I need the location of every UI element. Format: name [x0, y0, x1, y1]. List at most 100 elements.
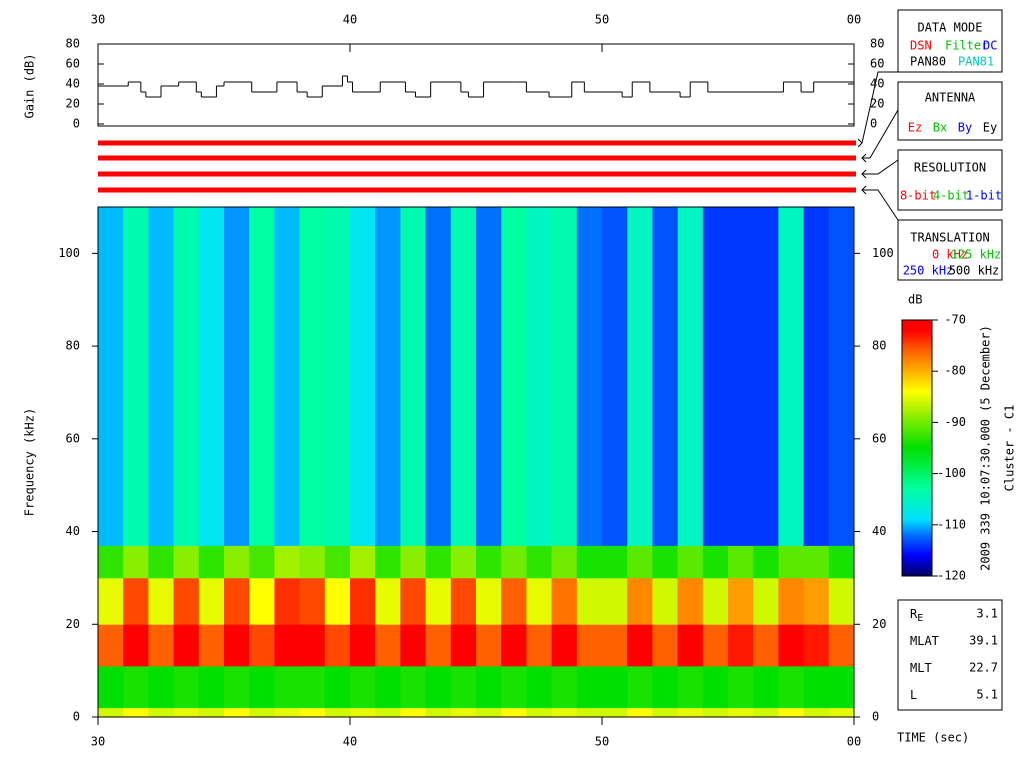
- spectrogram-cell: [728, 577, 754, 625]
- spectrogram-cell: [198, 577, 225, 625]
- spectrogram-cell: [400, 545, 426, 579]
- spectrogram-cell: [450, 545, 477, 579]
- spectrogram-cell: [828, 207, 855, 546]
- x-tick-label: 30: [91, 13, 105, 27]
- spectrogram-cell: [803, 624, 830, 667]
- spectrogram-cell: [299, 577, 326, 625]
- spectrogram-cell: [627, 545, 653, 579]
- spectrogram-cell: [778, 207, 804, 546]
- spectrogram-cell: [526, 577, 552, 625]
- spectrogram-cell: [602, 207, 628, 546]
- connector: [861, 109, 899, 163]
- info-value: 3.1: [976, 607, 998, 621]
- spectrogram-cell: [728, 707, 754, 718]
- info-value: 22.7: [969, 661, 998, 675]
- info-label: RE: [910, 607, 923, 625]
- spectrogram-cell: [198, 207, 225, 546]
- y-tick-label: 0: [872, 710, 879, 724]
- annotation: 2009 339 10:07:30.000 (5 December): [979, 325, 993, 571]
- spectrogram-cell: [148, 707, 174, 718]
- panel-item: 0 kHz: [932, 248, 968, 262]
- y-tick-label: 0: [73, 117, 80, 131]
- x-tick-label: 30: [91, 735, 105, 749]
- spectrogram-cell: [274, 624, 300, 667]
- spectrogram-cell: [274, 707, 300, 718]
- colorbar-tick-label: -90: [944, 415, 966, 429]
- spectrogram-cell: [350, 707, 376, 718]
- spectrogram-cell: [224, 207, 250, 546]
- spectrogram-cell: [526, 707, 552, 718]
- spectrogram-cell: [526, 624, 552, 667]
- spectrogram-cell: [375, 707, 401, 718]
- spectrogram-cell: [299, 666, 326, 709]
- spectrogram: [98, 207, 855, 718]
- spectrogram-cell: [728, 666, 754, 709]
- colorbar-tick-label: -100: [937, 466, 966, 480]
- spectrogram-cell: [728, 545, 754, 579]
- panel-item: 250 kHz: [903, 264, 954, 278]
- spectrogram-cell: [627, 207, 653, 546]
- spectrogram-cell: [576, 666, 603, 709]
- spectrogram-cell: [526, 666, 552, 709]
- spectrogram-cell: [198, 545, 225, 579]
- spectrogram-cell: [627, 624, 653, 667]
- panel-box: [897, 219, 1003, 281]
- spectrogram-cell: [450, 707, 477, 718]
- spectrogram-cell: [753, 545, 779, 579]
- spectrogram-cell: [274, 666, 300, 709]
- spectrogram-cell: [249, 666, 275, 709]
- spectrogram-cell: [350, 624, 376, 667]
- spectrogram-cell: [753, 577, 779, 625]
- info-label-text: R: [910, 607, 918, 621]
- spectrogram-cell: [324, 577, 351, 625]
- spectrogram-cell: [803, 207, 830, 546]
- y-tick-label: 20: [66, 617, 80, 631]
- panel-item: DC: [983, 39, 997, 53]
- connector: [861, 185, 899, 221]
- info-label: MLT: [910, 661, 932, 675]
- spectrogram-cell: [123, 707, 149, 718]
- spectrogram-cell: [501, 707, 527, 718]
- spectrogram-cell: [198, 707, 225, 718]
- spectrogram-cell: [425, 666, 452, 709]
- spectrogram-cell: [702, 545, 729, 579]
- annotation: Cluster - C1: [1003, 405, 1017, 492]
- spectrogram-cell: [677, 207, 704, 546]
- spectrogram-cell: [224, 624, 250, 667]
- info-label-text: MLT: [910, 661, 932, 675]
- spectrogram-cell: [627, 707, 653, 718]
- spectrogram-cell: [224, 666, 250, 709]
- spectrogram-cell: [728, 624, 754, 667]
- spectrogram-cell: [148, 666, 174, 709]
- spectrogram-cell: [803, 707, 830, 718]
- info-label: L: [910, 688, 917, 702]
- panel-item: 125 kHz: [951, 248, 1002, 262]
- spectrogram-cell: [249, 707, 275, 718]
- y-tick-label: 60: [872, 431, 886, 445]
- spectrogram-cell: [501, 545, 527, 579]
- spectrogram-cell: [652, 577, 678, 625]
- spectrogram-cell: [576, 577, 603, 625]
- spectrogram-cell: [375, 207, 401, 546]
- y-tick-label: 60: [870, 57, 884, 71]
- y-tick-label: 80: [872, 339, 886, 353]
- spectrogram-cell: [828, 577, 855, 625]
- panel-item: Ez: [908, 121, 922, 135]
- spectrogram-cell: [702, 666, 729, 709]
- spectrogram-cell: [299, 624, 326, 667]
- spectrogram-cell: [425, 577, 452, 625]
- spectrogram-cell: [148, 545, 174, 579]
- spectrogram-cell: [98, 666, 124, 709]
- x-tick-label: 00: [847, 13, 861, 27]
- spectrogram-cell: [526, 545, 552, 579]
- spectrogram-cell: [753, 666, 779, 709]
- info-value: 39.1: [969, 634, 998, 648]
- x-tick-label: 50: [595, 13, 609, 27]
- spectrogram-cell: [702, 577, 729, 625]
- spectrogram-cell: [400, 707, 426, 718]
- spectrogram-cell: [123, 624, 149, 667]
- spectrogram-cell: [450, 666, 477, 709]
- spectrogram-cell: [173, 707, 200, 718]
- x-tick-label: 40: [343, 13, 357, 27]
